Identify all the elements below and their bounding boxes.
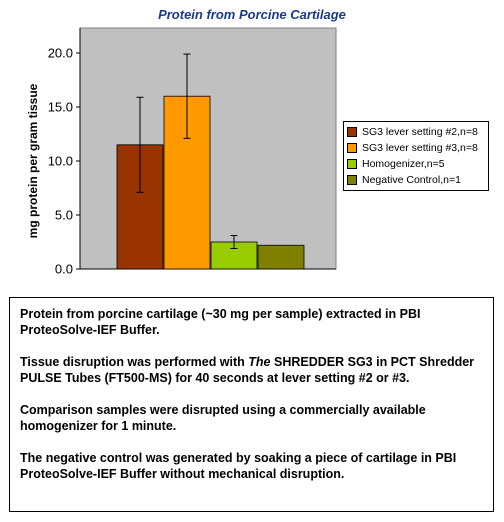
y-tick-label: 0.0	[55, 262, 73, 277]
description-p2-italic: The	[248, 355, 271, 369]
y-tick-label: 5.0	[55, 208, 73, 223]
y-axis-label: mg protein per gram tissue	[26, 83, 40, 238]
legend-item: Negative Control,n=1	[347, 172, 485, 188]
legend-swatch	[347, 175, 357, 185]
y-tick-label: 15.0	[48, 100, 73, 115]
y-tick-label: 10.0	[48, 154, 73, 169]
description-p2-post: SHREDDER SG3 in PCT Shredder PULSE Tubes…	[20, 355, 475, 385]
legend-swatch	[347, 159, 357, 169]
y-axis: 0.0 5.0 10.0 15.0 20.0	[48, 28, 336, 277]
description-p2-pre: Tissue disruption was performed with	[20, 355, 249, 369]
description-paragraph-4: The negative control was generated by so…	[20, 451, 457, 481]
chart-title: Protein from Porcine Cartilage	[158, 7, 346, 22]
description-paragraph-1: Protein from porcine cartilage (~30 mg p…	[20, 307, 421, 337]
legend-swatch	[347, 127, 357, 137]
legend-label: Homogenizer,n=5	[362, 158, 445, 170]
legend-label: SG3 lever setting #2,n=8	[362, 126, 478, 138]
description-paragraph-2: Tissue disruption was performed with The…	[20, 354, 483, 386]
description-paragraph-3: Comparison samples were disrupted using …	[20, 403, 426, 433]
legend-label: Negative Control,n=1	[362, 174, 461, 186]
bar-chart: 0.0 5.0 10.0 15.0 20.0 mg protein per gram t…	[26, 27, 337, 277]
legend: SG3 lever setting #2,n=8 SG3 lever settin…	[343, 121, 489, 191]
y-tick-label: 20.0	[48, 46, 73, 61]
legend-swatch	[347, 143, 357, 153]
legend-label: SG3 lever setting #3,n=8	[362, 142, 478, 154]
bar	[257, 244, 305, 270]
legend-item: SG3 lever setting #2,n=8	[347, 124, 485, 140]
legend-item: SG3 lever setting #3,n=8	[347, 140, 485, 156]
legend-item: Homogenizer,n=5	[347, 156, 485, 172]
error-bars	[136, 53, 238, 249]
description-box: Protein from porcine cartilage (~30 mg p…	[9, 297, 494, 512]
